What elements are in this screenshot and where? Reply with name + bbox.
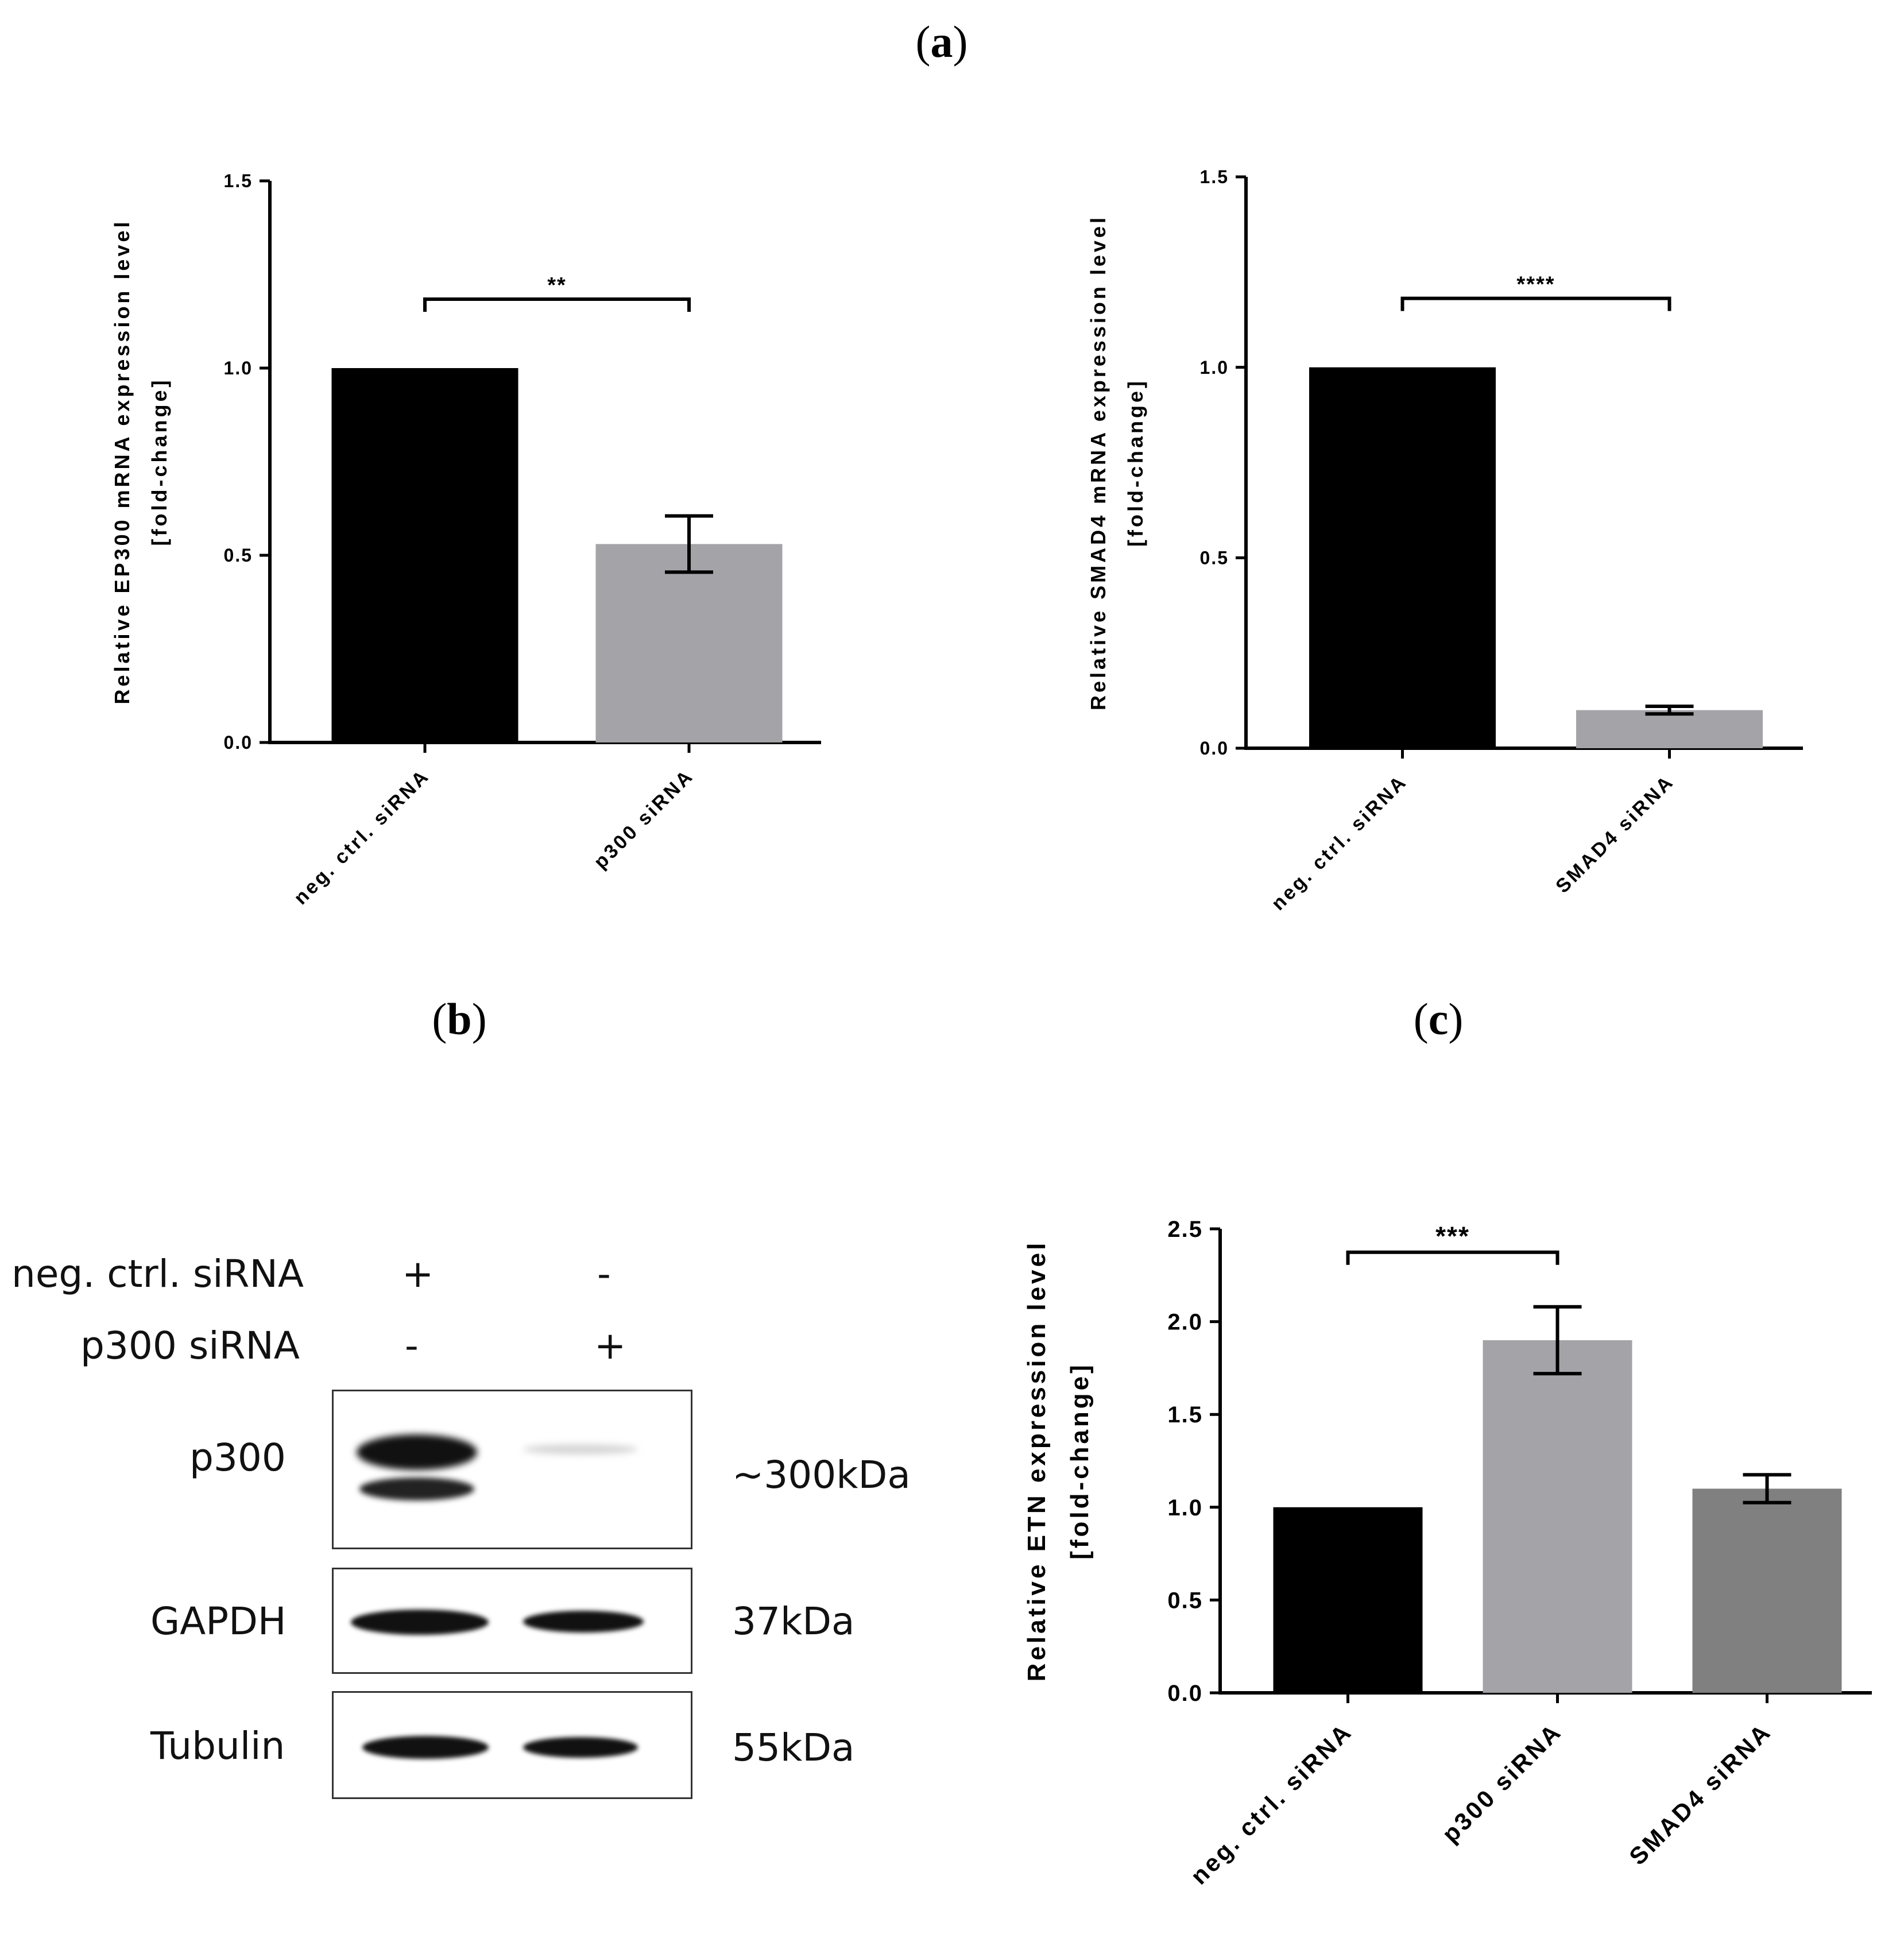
blot-tubulin	[332, 1691, 692, 1799]
band-gapdh-lane1	[351, 1610, 489, 1635]
y-tick-label: 1.0	[1200, 357, 1229, 378]
y-tick-label: 1.0	[1167, 1495, 1203, 1521]
y-tick-label: 1.5	[1200, 167, 1229, 187]
panel-label-c: (c)	[1413, 994, 1464, 1044]
y-tick-label: 2.0	[1167, 1310, 1203, 1335]
y-axis-label: Relative EP300 mRNA expression level	[110, 219, 134, 705]
condition-label-neg-ctrl: neg. ctrl. siRNA	[11, 1252, 304, 1296]
bar	[331, 368, 518, 742]
y-axis-label: Relative SMAD4 mRNA expression level	[1086, 215, 1110, 710]
band-p300-lane1-upper	[357, 1434, 477, 1470]
band-p300-lane2-faint	[523, 1444, 638, 1455]
significance-label: **	[547, 273, 567, 297]
x-category-label: SMAD4 siRNA	[1624, 1718, 1777, 1870]
blot-gapdh	[332, 1568, 692, 1674]
bar	[1273, 1507, 1423, 1693]
protein-label-tubulin: Tubulin	[150, 1724, 285, 1768]
band-tubulin-lane1	[362, 1736, 489, 1759]
y-tick-label: 0.5	[224, 545, 253, 566]
bar	[595, 544, 783, 742]
condition-label-p300: p300 siRNA	[80, 1324, 300, 1368]
y-tick-label: 0.0	[1200, 738, 1229, 759]
significance-label: ***	[1435, 1221, 1470, 1251]
panel-label-a: (a)	[915, 17, 968, 67]
y-axis-label: [fold-change]	[1124, 378, 1147, 547]
y-tick-label: 0.5	[1167, 1588, 1203, 1613]
lane2-mark-p300: +	[594, 1324, 626, 1368]
band-p300-lane1-lower	[359, 1477, 474, 1500]
panel-label-b: (b)	[432, 994, 487, 1044]
x-category-label: p300 siRNA	[1437, 1718, 1567, 1848]
y-tick-label: 1.5	[224, 171, 253, 191]
lane2-mark-neg-ctrl: -	[597, 1252, 611, 1296]
size-label-gapdh: 37kDa	[732, 1599, 855, 1643]
bar	[1576, 710, 1763, 748]
protein-label-p300: p300	[189, 1436, 286, 1480]
bar	[1483, 1340, 1632, 1693]
y-axis-label: Relative ETN expression level	[1023, 1240, 1051, 1682]
lane1-mark-neg-ctrl: +	[402, 1252, 434, 1296]
y-tick-label: 2.5	[1167, 1217, 1203, 1242]
y-tick-label: 0.0	[1167, 1681, 1203, 1706]
y-tick-label: 0.5	[1200, 548, 1229, 568]
y-axis-label: [fold-change]	[148, 378, 171, 546]
size-label-p300: ~300kDa	[732, 1453, 911, 1497]
band-tubulin-lane2	[523, 1737, 638, 1758]
size-label-tubulin: 55kDa	[732, 1726, 855, 1770]
y-axis-label: [fold-change]	[1066, 1362, 1094, 1560]
significance-bracket	[1346, 1250, 1559, 1265]
significance-bracket	[1400, 296, 1671, 311]
protein-label-gapdh: GAPDH	[150, 1599, 287, 1643]
bar	[1309, 367, 1496, 748]
significance-bracket	[423, 297, 691, 312]
blot-p300	[332, 1390, 692, 1549]
y-tick-label: 1.0	[224, 358, 253, 378]
y-tick-label: 1.5	[1167, 1402, 1203, 1428]
lane1-mark-p300: -	[405, 1324, 419, 1368]
y-tick-label: 0.0	[224, 732, 253, 753]
bar	[1692, 1488, 1842, 1693]
x-category-label: neg. ctrl. siRNA	[1185, 1718, 1357, 1890]
band-gapdh-lane2	[523, 1611, 644, 1633]
significance-label: ****	[1516, 273, 1555, 297]
